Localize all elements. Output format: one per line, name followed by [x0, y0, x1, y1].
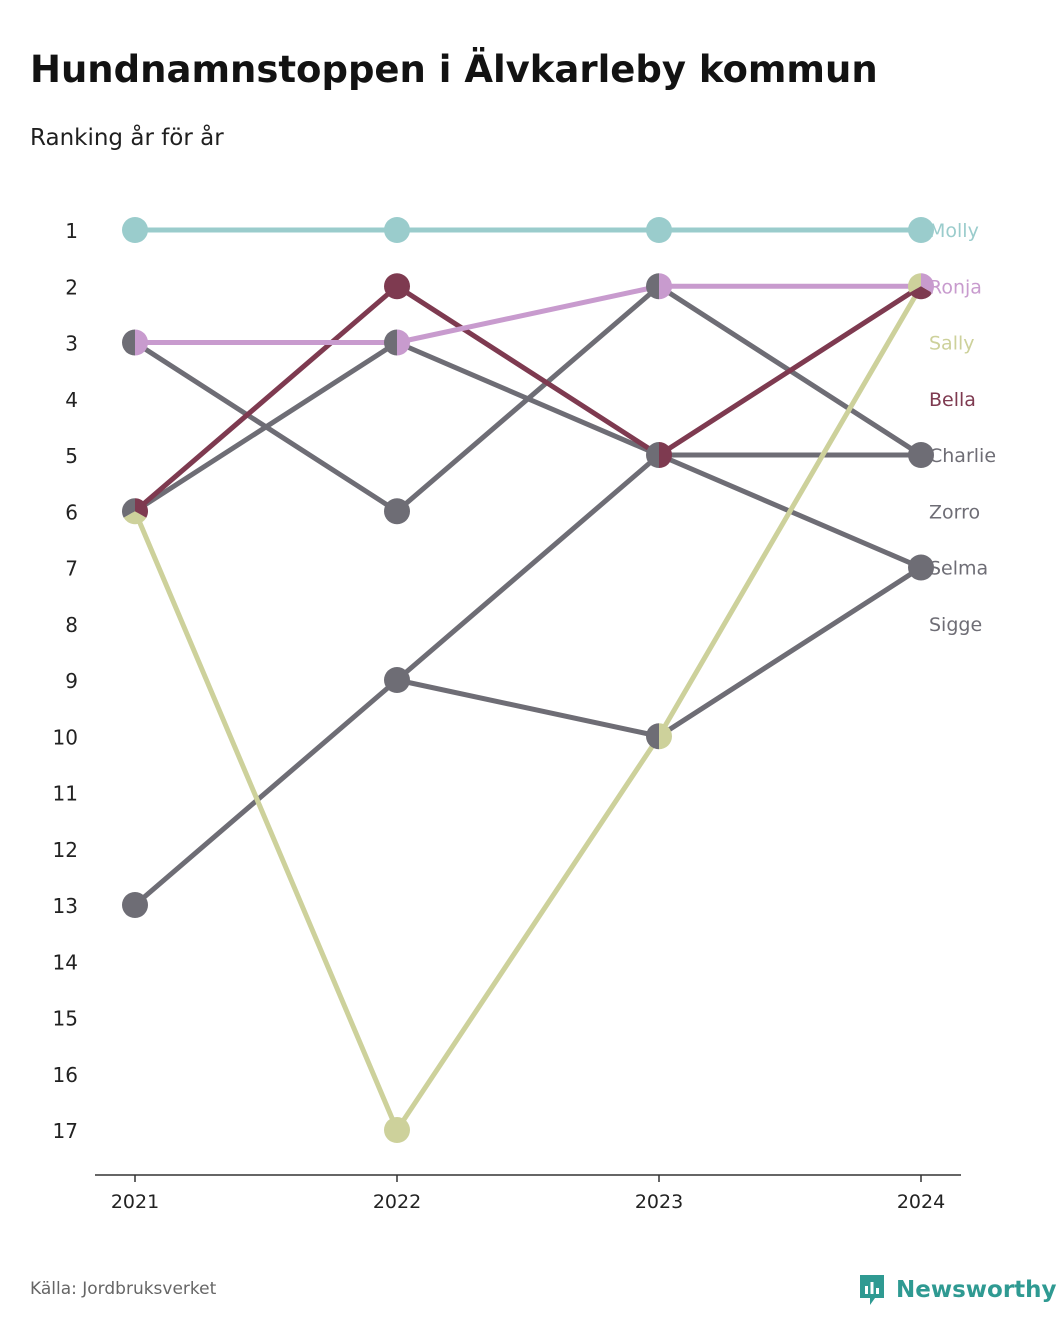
y-tick-label-4: 4	[65, 388, 78, 412]
y-tick-label-16: 16	[53, 1063, 78, 1087]
y-tick-label-12: 12	[53, 838, 78, 862]
point-2021-rank-6-segment-1	[122, 498, 135, 518]
brand-logo: Newsworthy	[858, 1273, 1057, 1307]
series-line-sally	[132, 283, 924, 1133]
point-2022-rank-3-segment-2	[397, 329, 411, 356]
y-tick-label-11: 11	[53, 782, 78, 806]
x-tick-label-2021: 2021	[111, 1191, 159, 1213]
x-tick-label-2023: 2023	[635, 1191, 683, 1213]
series-line-bella	[132, 283, 924, 514]
y-tick-label-10: 10	[53, 725, 78, 749]
point-2022-rank-6	[384, 498, 410, 525]
y-tick-label-14: 14	[53, 950, 78, 974]
point-2023-rank-5-segment-1	[646, 442, 659, 468]
series-line-selma	[394, 565, 924, 739]
y-tick-label-8: 8	[65, 613, 78, 637]
newsworthy-logo-icon	[860, 1275, 884, 1305]
point-2024-rank-5	[908, 442, 934, 468]
series-end-labels: Molly Ronja Sally Bella Charlie Zorro Selma Sig…	[929, 220, 996, 636]
end-label-selma: Selma	[929, 558, 988, 580]
end-label-ronja: Ronja	[929, 276, 982, 298]
end-label-sally: Sally	[929, 333, 975, 355]
point-2021-rank-3-segment-1	[122, 329, 135, 356]
x-axis-ticks: 2021 2022 2023 2024	[111, 1175, 945, 1213]
point-2023-rank-10-segment-1	[646, 723, 659, 750]
end-label-molly: Molly	[929, 220, 979, 242]
y-tick-label-9: 9	[65, 669, 78, 693]
chart-subtitle: Ranking år för år	[30, 125, 224, 151]
x-tick-label-2022: 2022	[373, 1191, 421, 1213]
point-2021-rank-3-segment-2	[135, 329, 148, 356]
y-tick-label-7: 7	[65, 557, 78, 581]
y-tick-label-2: 2	[65, 275, 78, 299]
point-2023-rank-2-segment-2	[659, 273, 673, 300]
point-2022-rank-3-segment-1	[384, 329, 397, 356]
end-label-bella: Bella	[929, 389, 976, 411]
end-label-sigge: Sigge	[929, 614, 982, 636]
y-tick-label-5: 5	[65, 444, 78, 468]
chart-title: Hundnamnstoppen i Älvkarleby kommun	[30, 48, 878, 91]
y-tick-label-13: 13	[53, 894, 78, 918]
point-2022-rank-9	[384, 667, 410, 693]
y-tick-label-6: 6	[65, 500, 78, 524]
point-2023-rank-10-segment-2	[659, 723, 673, 750]
end-label-charlie: Charlie	[929, 445, 996, 467]
y-tick-label-17: 17	[53, 1119, 78, 1143]
y-tick-label-3: 3	[65, 332, 78, 356]
point-2022-rank-1	[384, 217, 410, 243]
series-points	[122, 217, 934, 1143]
y-tick-label-15: 15	[53, 1007, 78, 1031]
point-2021-rank-13	[122, 892, 148, 918]
point-2021-rank-1	[122, 217, 148, 243]
point-2024-rank-7	[908, 554, 934, 581]
point-2023-rank-5-segment-2	[659, 442, 672, 468]
point-2022-rank-2	[384, 273, 410, 300]
point-2024-rank-2-segment-1	[908, 273, 921, 293]
end-label-zorro: Zorro	[929, 501, 980, 523]
y-tick-label-1: 1	[65, 219, 78, 243]
point-2024-rank-2-segment-3	[921, 273, 934, 293]
series-lines	[132, 227, 924, 1133]
series-line-ronja	[132, 283, 924, 345]
point-2022-rank-17	[384, 1117, 410, 1143]
series-line-zorro	[132, 452, 924, 908]
x-tick-label-2024: 2024	[897, 1191, 945, 1213]
source-note: Källa: Jordbruksverket	[30, 1279, 217, 1299]
point-2021-rank-6-segment-3	[135, 498, 148, 518]
brand-name: Newsworthy	[896, 1277, 1057, 1303]
point-2023-rank-2-segment-1	[646, 273, 659, 300]
point-2023-rank-1	[646, 217, 672, 243]
point-2024-rank-1	[908, 217, 934, 243]
